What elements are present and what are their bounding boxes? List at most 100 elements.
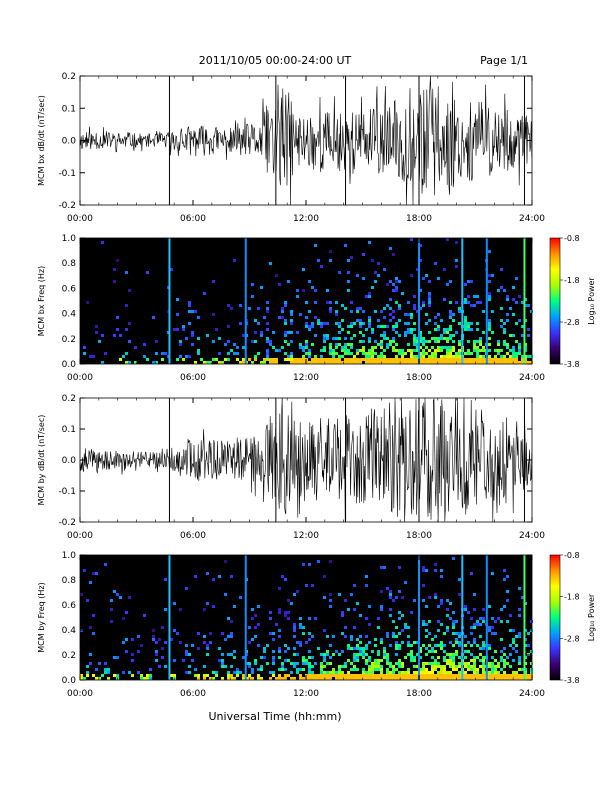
spectrogram-cell	[488, 355, 491, 358]
spectrogram-cell	[92, 632, 95, 635]
spectrogram-cell	[350, 343, 353, 346]
spectrogram-cell	[329, 662, 332, 665]
spectrogram-cell	[452, 358, 455, 361]
spectrogram-cell	[296, 590, 299, 593]
spectrogram-cell	[434, 328, 437, 331]
spectrogram-cell	[278, 629, 281, 632]
spectrogram-cell	[527, 674, 530, 677]
spectrogram-cell	[272, 674, 275, 677]
spectrogram-cell	[455, 358, 458, 361]
spectrogram-cell	[329, 671, 332, 674]
spectrogram-cell	[440, 665, 443, 668]
spectrogram-cell	[197, 352, 200, 355]
spectrogram-cell	[401, 352, 404, 355]
spectrogram-cell	[332, 361, 335, 364]
spectrogram-cell	[467, 325, 470, 328]
spectrogram-cell	[299, 617, 302, 620]
spectrogram-cell	[305, 325, 308, 328]
spectrogram-cell	[314, 334, 317, 337]
spectrogram-cell	[269, 617, 272, 620]
spectrogram-cell	[338, 325, 341, 328]
spectrogram-cell	[449, 352, 452, 355]
spectrogram-cell	[266, 355, 269, 358]
spectrogram-cell	[458, 671, 461, 674]
spectrogram-cell	[425, 322, 428, 325]
spectrogram-cell	[389, 247, 392, 250]
spectrogram-cell	[269, 361, 272, 364]
spectrogram-cell	[497, 349, 500, 352]
spectrogram-cell	[329, 644, 332, 647]
spectrogram-cell	[236, 671, 239, 674]
spectrogram-cell	[524, 638, 527, 641]
spectrogram-cell	[506, 361, 509, 364]
spectrogram-cell	[143, 677, 146, 680]
spectrogram-cell	[173, 629, 176, 632]
spectrogram-cell	[206, 572, 209, 575]
spectrogram-cell	[260, 665, 263, 668]
spectrogram-cell	[512, 349, 515, 352]
spectrogram-cell	[272, 331, 275, 334]
spectrogram-cell	[365, 635, 368, 638]
spectrogram-cell	[290, 331, 293, 334]
spectrogram-cell	[398, 665, 401, 668]
spectrogram-cell	[464, 635, 467, 638]
spectrogram-cell	[473, 593, 476, 596]
spectrogram-cell	[434, 563, 437, 566]
spectrogram-cell	[488, 325, 491, 328]
spectrogram-cell	[476, 656, 479, 659]
spectrogram-cell	[332, 635, 335, 638]
spectrogram-cell	[425, 361, 428, 364]
spectrogram-cell	[383, 337, 386, 340]
y-tick-label: 0.2	[62, 651, 76, 661]
spectrogram-cell	[437, 277, 440, 280]
spectrogram-cell	[377, 358, 380, 361]
spectrogram-cell	[212, 578, 215, 581]
spectrogram-cell	[446, 608, 449, 611]
spectrogram-cell	[146, 271, 149, 274]
spectrogram-cell	[308, 665, 311, 668]
spectrogram-cell	[422, 662, 425, 665]
spectrogram-cell	[452, 644, 455, 647]
spectrogram-cell	[467, 328, 470, 331]
spectrogram-cell	[191, 644, 194, 647]
spectrogram-cell	[308, 668, 311, 671]
spectrogram-cell	[434, 635, 437, 638]
spectrogram-cell	[473, 358, 476, 361]
spectrogram-cell	[284, 677, 287, 680]
spectrogram-cell	[398, 671, 401, 674]
spectrogram-cell	[362, 674, 365, 677]
spectrogram-cell	[407, 313, 410, 316]
spectrogram-cell	[410, 313, 413, 316]
spectrogram-cell	[383, 566, 386, 569]
spectrogram-cell	[410, 677, 413, 680]
spectrogram-cell	[386, 304, 389, 307]
spectrogram-cell	[284, 340, 287, 343]
spectrogram-cell	[242, 656, 245, 659]
spectrogram-cell	[164, 352, 167, 355]
spectrogram-cell	[335, 358, 338, 361]
spectrogram-cell	[374, 346, 377, 349]
spectrogram-cell	[476, 623, 479, 626]
spectrogram-cell	[302, 289, 305, 292]
spectrogram-cell	[443, 671, 446, 674]
spectrogram-cell	[398, 590, 401, 593]
spectrogram-cell	[248, 662, 251, 665]
spectrogram-cell	[107, 677, 110, 680]
spectrogram-cell	[323, 674, 326, 677]
spectrogram-cell	[389, 596, 392, 599]
spectrogram-cell	[179, 340, 182, 343]
spectrogram-cell	[263, 647, 266, 650]
spectrogram-cell	[371, 349, 374, 352]
spectrogram-cell	[416, 641, 419, 644]
spectrogram-cell	[374, 280, 377, 283]
spectrogram-cell	[287, 659, 290, 662]
spectrogram-cell	[488, 298, 491, 301]
spectrogram-cell	[521, 355, 524, 358]
spectrogram-cell	[308, 349, 311, 352]
spectrogram-cell	[455, 668, 458, 671]
spectrogram-cell	[251, 671, 254, 674]
spectrogram-cell	[488, 280, 491, 283]
spectrogram-cell	[317, 560, 320, 563]
spectrogram-cell	[257, 352, 260, 355]
spectrogram-cell	[353, 653, 356, 656]
